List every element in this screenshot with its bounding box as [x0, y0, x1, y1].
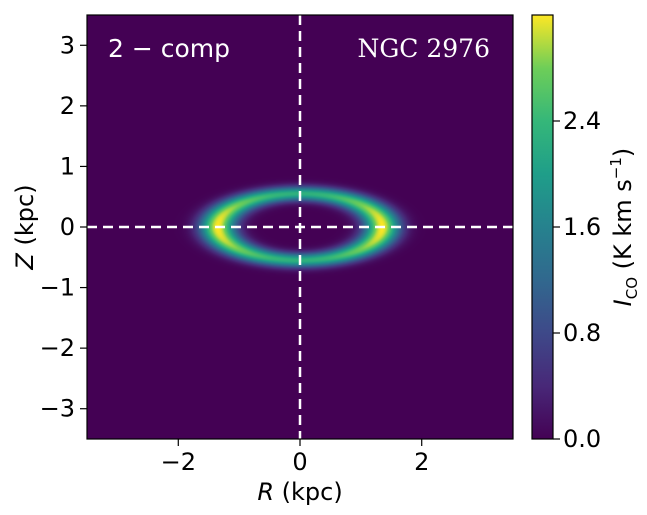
y-tick-label: 2 — [60, 92, 75, 120]
y-tick-label: 0 — [60, 213, 75, 241]
x-axis-label: R (kpc) — [257, 478, 342, 506]
y-axis-label-unit: (kpc) — [11, 184, 39, 253]
colorbar-tick-label: 0.0 — [563, 425, 601, 453]
colorbar: 0.0 0.8 1.6 2.4 — [531, 14, 601, 453]
colorbar-label: ICO (K km s−1) — [607, 148, 641, 307]
y-tick-label: −1 — [40, 274, 75, 302]
model-annotation: 2 − comp — [108, 34, 230, 63]
colorbar-tick-label: 0.8 — [563, 319, 601, 347]
x-tick-label: 0 — [292, 448, 307, 476]
x-tick-label: 2 — [414, 448, 429, 476]
x-tick-label: −2 — [161, 448, 196, 476]
x-axis-label-unit: (kpc) — [274, 478, 343, 506]
y-tick-label: −3 — [40, 395, 75, 423]
colorbar-label-unit: (K km s — [609, 179, 637, 277]
y-tick-label: −2 — [40, 334, 75, 362]
colorbar-label-sub: CO — [623, 277, 641, 299]
colorbar-label-close: ) — [609, 148, 637, 157]
y-axis-label-var: Z — [11, 253, 39, 271]
y-axis-label: Z (kpc) — [11, 184, 39, 270]
galaxy-name-annotation: NGC 2976 — [357, 34, 490, 63]
colorbar-ticks: 0.0 0.8 1.6 2.4 — [553, 107, 601, 453]
x-axis: −2 0 2 — [161, 439, 429, 476]
colorbar-label-main: I — [609, 299, 637, 306]
y-axis: −3 −2 −1 0 1 2 3 — [40, 31, 87, 423]
x-axis-label-var: R — [257, 478, 274, 506]
colorbar-tick-label: 1.6 — [563, 213, 601, 241]
colorbar-gradient — [532, 15, 553, 439]
colorbar-label-exp: −1 — [607, 157, 625, 179]
y-tick-label: 3 — [60, 31, 75, 59]
y-tick-label: 1 — [60, 152, 75, 180]
colorbar-tick-label: 2.4 — [563, 107, 601, 135]
